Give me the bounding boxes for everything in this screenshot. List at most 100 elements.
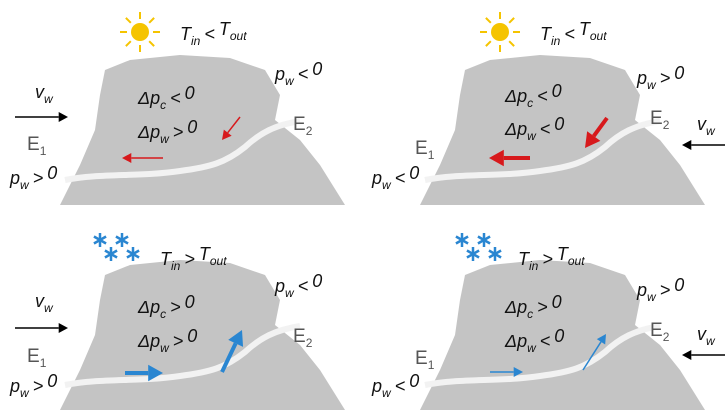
delta-pc-relation: > [170, 297, 181, 317]
pressure-e2-ref: 0 [674, 275, 684, 295]
temperature-condition: Tin<Tout [180, 19, 247, 48]
end-e1: E1 [415, 138, 435, 162]
end-e2-var: E [650, 320, 663, 341]
pressure-e1: pw<0 [371, 371, 419, 400]
pressure-e1-ref: 0 [47, 163, 57, 183]
delta-pw-var-sub: w [527, 341, 537, 355]
pressure-e1-ref: 0 [409, 371, 419, 391]
end-e1-var-sub: 1 [428, 358, 435, 372]
delta-pc-var-sub: c [527, 96, 533, 110]
pressure-e1-var: p [371, 376, 382, 396]
sun-ray [509, 18, 514, 23]
arrow-head [59, 323, 68, 333]
pressure-e2-var-sub: w [647, 78, 657, 92]
pressure-e2-var-sub: w [647, 290, 657, 304]
end-e2-var-sub: 2 [663, 118, 670, 132]
delta-pw-ref: 0 [187, 117, 197, 137]
delta-pw-var: Δp [504, 119, 527, 139]
diagram: Tin<Toutpw<0pw>0Δpc<0Δpw>0vwE1E2Tin<Tout… [0, 0, 726, 410]
delta-pc-ref: 0 [552, 292, 562, 312]
sun-ray [126, 41, 131, 46]
pressure-e2-relation: < [298, 64, 309, 84]
delta-pc-var: Δp [504, 86, 527, 106]
delta-pw-var: Δp [137, 122, 160, 142]
end-e1-var-sub: 1 [428, 148, 435, 162]
delta-pw-var: Δp [137, 331, 160, 351]
end-e2: E2 [293, 326, 313, 350]
pressure-e2-relation: > [660, 280, 671, 300]
end-e2-var: E [293, 114, 306, 135]
sun-ray [149, 41, 154, 46]
pressure-e1: pw>0 [9, 371, 57, 400]
temperature-condition-relation: > [184, 249, 195, 269]
pressure-e2-relation: < [298, 276, 309, 296]
pressure-e1-ref: 0 [409, 163, 419, 183]
pressure-e2-ref: 0 [312, 59, 322, 79]
delta-pw-relation: > [173, 122, 184, 142]
delta-pc-ref: 0 [552, 81, 562, 101]
end-e2: E2 [293, 114, 313, 138]
pressure-e1-var: p [371, 168, 382, 188]
pressure-e2: pw>0 [636, 275, 684, 304]
pressure-e2: pw<0 [274, 59, 322, 88]
end-e1-var: E [27, 134, 40, 155]
temperature-condition-relation: < [204, 24, 215, 44]
end-e1-var-sub: 1 [40, 356, 47, 370]
temperature-condition-relation: > [542, 249, 553, 269]
delta-pc-ref: 0 [185, 83, 195, 103]
temperature-condition-ref-sub: out [568, 254, 585, 268]
delta-pw-ref: 0 [554, 326, 564, 346]
pressure-e1-var: p [9, 376, 20, 396]
delta-pc-relation: > [537, 297, 548, 317]
pressure-e2-ref: 0 [674, 63, 684, 83]
pressure-e1-relation: > [33, 168, 44, 188]
temperature-condition-var-sub: in [191, 34, 201, 48]
end-e2-var-sub: 2 [663, 330, 670, 344]
wind-label: vw [697, 114, 716, 138]
end-e1: E1 [27, 346, 47, 370]
delta-pw-var-sub: w [160, 341, 170, 355]
end-e2-var-sub: 2 [306, 124, 313, 138]
pressure-e1-var-sub: w [20, 178, 30, 192]
sun-ray [509, 41, 514, 46]
delta-pc-var: Δp [137, 297, 160, 317]
pressure-e2-var: p [274, 276, 285, 296]
delta-pw-ref: 0 [187, 326, 197, 346]
pressure-e2: pw>0 [636, 63, 684, 92]
end-e1-var: E [415, 348, 428, 369]
sun [131, 23, 149, 41]
pressure-e2-var-sub: w [285, 74, 295, 88]
end-e1-var: E [415, 138, 428, 159]
sun-ray [486, 41, 491, 46]
pressure-e2-var: p [636, 68, 647, 88]
end-e2-var: E [650, 108, 663, 129]
delta-pw-ref: 0 [554, 114, 564, 134]
end-e2: E2 [650, 108, 670, 132]
sun-ray [486, 18, 491, 23]
pressure-e2: pw<0 [274, 271, 322, 300]
pressure-e1-var: p [9, 168, 20, 188]
temperature-condition-relation: < [564, 24, 575, 44]
arrow-head [682, 350, 691, 360]
temperature-condition-ref-sub: out [590, 29, 607, 43]
pressure-e1-relation: > [33, 376, 44, 396]
wind-label-var-sub: w [706, 124, 716, 138]
pressure-e2-ref: 0 [312, 271, 322, 291]
pressure-e1: pw<0 [371, 163, 419, 192]
end-e2-var-sub: 2 [306, 336, 313, 350]
wind-label: vw [35, 291, 54, 315]
pressure-e1-var-sub: w [382, 178, 392, 192]
delta-pc-relation: < [537, 86, 548, 106]
end-e1-var: E [27, 346, 40, 367]
delta-pc-var: Δp [504, 297, 527, 317]
wind-label-var-sub: w [706, 334, 716, 348]
pressure-e1-relation: < [395, 168, 406, 188]
end-e2-var: E [293, 326, 306, 347]
wind-label-var-sub: w [44, 92, 54, 106]
delta-pw-relation: < [540, 331, 551, 351]
temperature-condition-ref-sub: out [230, 29, 247, 43]
delta-pc-var-sub: c [160, 307, 166, 321]
pressure-e1-var-sub: w [20, 386, 30, 400]
delta-pw-var: Δp [504, 331, 527, 351]
pressure-e1: pw>0 [9, 163, 57, 192]
